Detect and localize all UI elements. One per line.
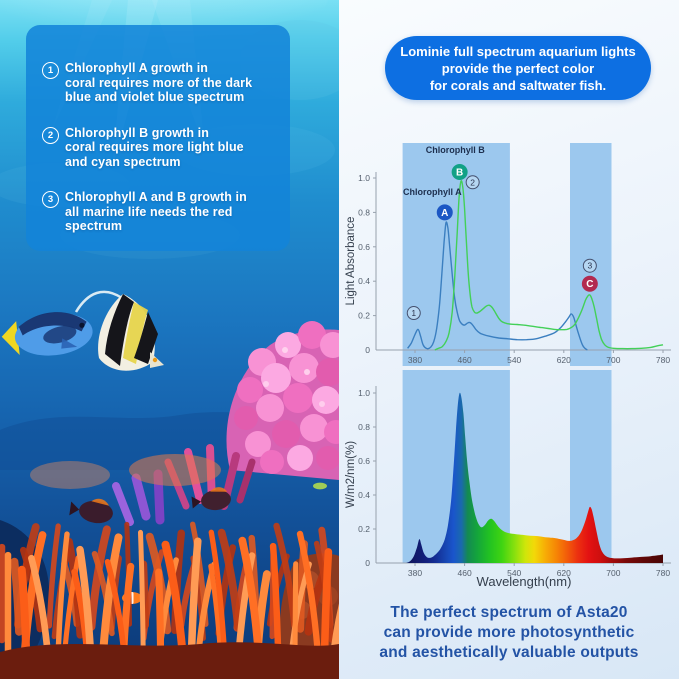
circled-number: 3 bbox=[42, 191, 59, 208]
x-axis-label: Wavelength(nm) bbox=[477, 574, 572, 589]
svg-text:B: B bbox=[456, 167, 463, 178]
fact-item-2: 2 Chlorophyll B growth in coral requires m… bbox=[42, 126, 276, 170]
svg-text:1.0: 1.0 bbox=[358, 173, 370, 183]
absorbance-chart: 380 460 540 620 700 780 0 0.2 0.4 0.6 0.8 1.0 Light … bbox=[345, 143, 671, 366]
svg-text:620: 620 bbox=[557, 355, 571, 365]
fact-text: Chlorophyll A growth in coral requires mo… bbox=[65, 61, 253, 104]
overlay-items: 1 Chlorophyll A growth in coral requires m… bbox=[42, 61, 276, 234]
svg-text:3: 3 bbox=[587, 261, 592, 271]
svg-text:A: A bbox=[441, 208, 448, 219]
annotation-label: Chlorophyll B bbox=[426, 145, 485, 155]
moorish-idol-fish bbox=[74, 290, 164, 371]
anemone-base bbox=[0, 642, 339, 679]
circled-number: 2 bbox=[42, 126, 59, 144]
svg-text:0: 0 bbox=[365, 345, 370, 355]
svg-text:0.8: 0.8 bbox=[358, 422, 370, 432]
svg-text:620: 620 bbox=[557, 568, 571, 578]
series-chlorophyll-b bbox=[434, 180, 664, 351]
badge-a bbox=[436, 204, 453, 221]
svg-text:700: 700 bbox=[606, 568, 620, 578]
chlorophyll-facts-panel: 1 Chlorophyll A growth in coral requires m… bbox=[26, 25, 290, 251]
info-panel: Lominie full spectrum aquarium lights pro… bbox=[339, 0, 679, 679]
anemonefish bbox=[69, 487, 231, 604]
blue-tang-fish bbox=[1, 312, 93, 356]
header-text: Lominie full spectrum aquarium lights pro… bbox=[400, 43, 636, 93]
svg-text:0.6: 0.6 bbox=[358, 242, 370, 252]
badge-c bbox=[581, 275, 598, 292]
svg-text:1.0: 1.0 bbox=[358, 388, 370, 398]
svg-text:540: 540 bbox=[507, 568, 521, 578]
svg-text:780: 780 bbox=[656, 568, 670, 578]
svg-text:0.8: 0.8 bbox=[358, 207, 370, 217]
svg-text:380: 380 bbox=[408, 355, 422, 365]
fact-item-3: 3 Chlorophyll A and B growth in all marine… bbox=[42, 190, 276, 234]
svg-text:C: C bbox=[586, 279, 593, 290]
orange-coral-patch-2 bbox=[30, 461, 110, 489]
svg-text:380: 380 bbox=[408, 568, 422, 578]
fact-text: Chlorophyll A and B growth in all marine … bbox=[65, 190, 247, 233]
circled-number: 1 bbox=[42, 62, 59, 79]
svg-text:0.4: 0.4 bbox=[358, 490, 370, 500]
svg-text:460: 460 bbox=[458, 568, 472, 578]
y-axis-label: Light Absorbance bbox=[345, 217, 357, 306]
circled-number-3 bbox=[582, 258, 597, 273]
spectrum-chart: 380 460 540 620 700 780 0 0.2 0.4 0.6 0.8 1.0 W/m2/n… bbox=[345, 370, 671, 589]
badge-b bbox=[451, 163, 468, 180]
svg-text:0.4: 0.4 bbox=[358, 276, 370, 286]
annotation-label: Chlorophyll A bbox=[403, 187, 462, 197]
svg-text:0.2: 0.2 bbox=[358, 311, 370, 321]
series-chlorophyll-a bbox=[407, 221, 588, 351]
svg-text:0.2: 0.2 bbox=[358, 524, 370, 534]
svg-text:700: 700 bbox=[606, 355, 620, 365]
reef-photo: 1 Chlorophyll A growth in coral requires m… bbox=[0, 0, 339, 679]
header-pill: Lominie full spectrum aquarium lights pro… bbox=[385, 36, 651, 100]
orange-coral-patch bbox=[129, 454, 221, 486]
highlight-band bbox=[570, 143, 612, 366]
svg-text:540: 540 bbox=[507, 355, 521, 365]
y-axis-label: W/m2/nm(%) bbox=[345, 441, 357, 508]
pink-bubble-coral bbox=[226, 321, 339, 480]
small-green-fish bbox=[313, 482, 327, 490]
svg-text:0: 0 bbox=[365, 558, 370, 568]
spectrum-area bbox=[406, 392, 663, 563]
anemone-front-tentacles bbox=[4, 529, 339, 672]
circled-number-2 bbox=[465, 175, 480, 190]
svg-text:1: 1 bbox=[411, 308, 416, 318]
svg-text:0.6: 0.6 bbox=[358, 456, 370, 466]
caption-text: The perfect spectrum of Asta20 can provid… bbox=[379, 604, 639, 661]
fact-text: Chlorophyll B growth in coral requires mo… bbox=[65, 125, 244, 169]
svg-text:460: 460 bbox=[458, 355, 472, 365]
svg-text:2: 2 bbox=[470, 177, 475, 187]
svg-text:780: 780 bbox=[656, 355, 670, 365]
fact-item-1: 1 Chlorophyll A growth in coral requires m… bbox=[42, 61, 276, 105]
circled-number-1 bbox=[406, 306, 421, 321]
